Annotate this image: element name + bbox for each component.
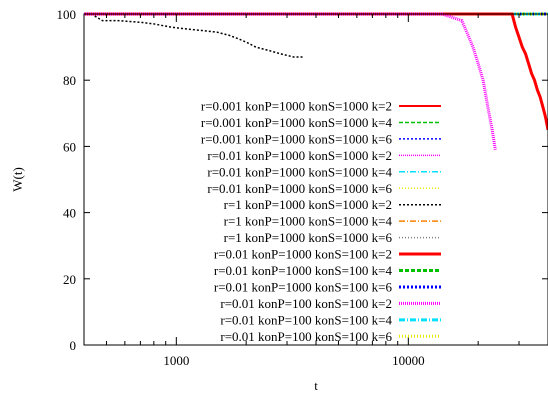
series-line (84, 12, 548, 131)
legend-label: r=0.01 konP=1000 konS=100 k=6 (214, 279, 393, 294)
legend-label: r=0.01 konP=1000 konS=1000 k=2 (207, 148, 392, 163)
legend-label: r=1 konP=1000 konS=1000 k=6 (224, 230, 393, 245)
x-tick-label: 1000 (163, 353, 189, 368)
x-axis-label: t (314, 378, 318, 393)
legend-label: r=0.01 konP=100 konS=100 k=2 (220, 296, 392, 311)
legend-label: r=1 konP=1000 konS=1000 k=4 (224, 214, 393, 229)
legend-label: r=0.01 konP=1000 konS=100 k=4 (214, 263, 393, 278)
x-tick-label: 10000 (392, 353, 425, 368)
y-axis-label: W(t) (10, 167, 25, 192)
y-tick-label: 60 (63, 139, 76, 154)
legend-label: r=0.01 konP=1000 konS=100 k=2 (214, 247, 392, 262)
legend-label: r=0.001 konP=1000 konS=1000 k=4 (201, 115, 393, 130)
legend: r=0.001 konP=1000 konS=1000 k=2r=0.001 k… (201, 99, 441, 344)
legend-label: r=0.01 konP=1000 konS=1000 k=6 (207, 181, 392, 196)
legend-label: r=0.01 konP=100 konS=100 k=6 (220, 329, 392, 344)
legend-label: r=0.01 konP=1000 konS=1000 k=4 (207, 164, 392, 179)
series-line (90, 13, 303, 58)
legend-label: r=0.01 konP=100 konS=100 k=4 (220, 312, 392, 327)
series-line (84, 12, 497, 150)
y-tick-label: 0 (70, 338, 77, 353)
legend-label: r=1 konP=1000 konS=1000 k=2 (224, 197, 392, 212)
y-tick-label: 100 (57, 7, 77, 22)
y-tick-label: 20 (63, 272, 76, 287)
y-tick-label: 80 (63, 73, 76, 88)
legend-label: r=0.001 konP=1000 konS=1000 k=2 (201, 99, 392, 114)
legend-label: r=0.001 konP=1000 konS=1000 k=6 (201, 131, 393, 146)
ticks-layer: 0 20 40 60 80 100 1000 10000 (57, 7, 548, 368)
y-tick-label: 40 (63, 206, 76, 221)
